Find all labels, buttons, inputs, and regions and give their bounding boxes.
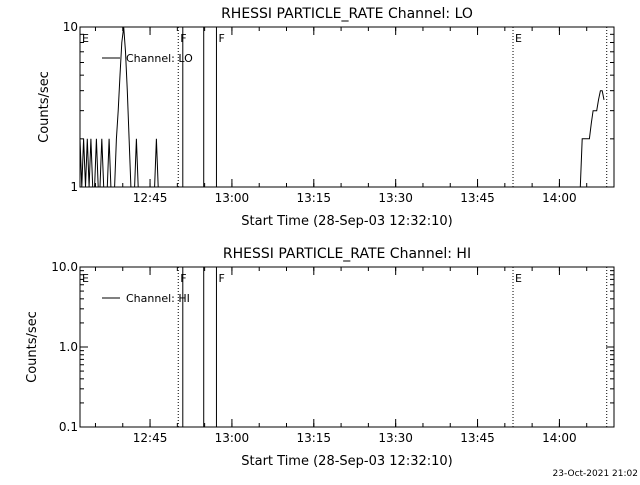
flag-label: F (180, 272, 186, 285)
flag-label: E (515, 32, 522, 45)
x-tick-label: 14:00 (542, 191, 577, 205)
x-tick-label: 13:15 (296, 431, 331, 445)
flag-label: E (515, 272, 522, 285)
flag-label: E (82, 272, 89, 285)
x-tick-label: 13:00 (215, 191, 250, 205)
y-tick-label: 10 (63, 20, 78, 34)
x-tick-label: 13:30 (378, 431, 413, 445)
x-tick-label: 12:45 (133, 191, 168, 205)
plot-frame (79, 266, 615, 428)
chart-title: RHESSI PARTICLE_RATE Channel: LO (221, 6, 473, 22)
x-axis-label: Start Time (28-Sep-03 12:32:10) (241, 454, 452, 469)
panel-hi-channel: RHESSI PARTICLE_RATE Channel: HI 12:45 13:… (25, 246, 615, 469)
generation-timestamp: 23-Oct-2021 21:02 (553, 469, 638, 479)
y-axis-label: Counts/sec (25, 311, 40, 383)
y-tick-label: 1 (70, 180, 78, 194)
chart-title: RHESSI PARTICLE_RATE Channel: HI (223, 246, 471, 262)
flag-label: F (180, 32, 186, 45)
x-tick-label: 13:15 (296, 191, 331, 205)
series-line (579, 90, 605, 188)
x-tick-label: 14:00 (542, 431, 577, 445)
x-tick-label: 13:00 (215, 431, 250, 445)
flag-label: F (218, 32, 224, 45)
y-tick-label: 10.0 (51, 260, 78, 274)
x-axis-label: Start Time (28-Sep-03 12:32:10) (241, 214, 452, 229)
legend-label: Channel: HI (126, 292, 190, 305)
y-axis-label: Counts/sec (37, 71, 52, 143)
series-line (79, 26, 179, 188)
x-tick-label: 13:45 (460, 191, 495, 205)
x-tick-label: 13:45 (460, 431, 495, 445)
flag-label: E (82, 32, 89, 45)
legend-label: Channel: LO (126, 52, 193, 65)
y-tick-label: 0.1 (59, 420, 78, 434)
panel-lo-channel: RHESSI PARTICLE_RATE Channel: LO 12:45 13:… (37, 6, 615, 229)
plot-frame (79, 26, 615, 188)
x-tick-label: 13:30 (378, 191, 413, 205)
flag-label: F (218, 272, 224, 285)
x-tick-label: 12:45 (133, 431, 168, 445)
y-tick-label: 1.0 (59, 340, 78, 354)
